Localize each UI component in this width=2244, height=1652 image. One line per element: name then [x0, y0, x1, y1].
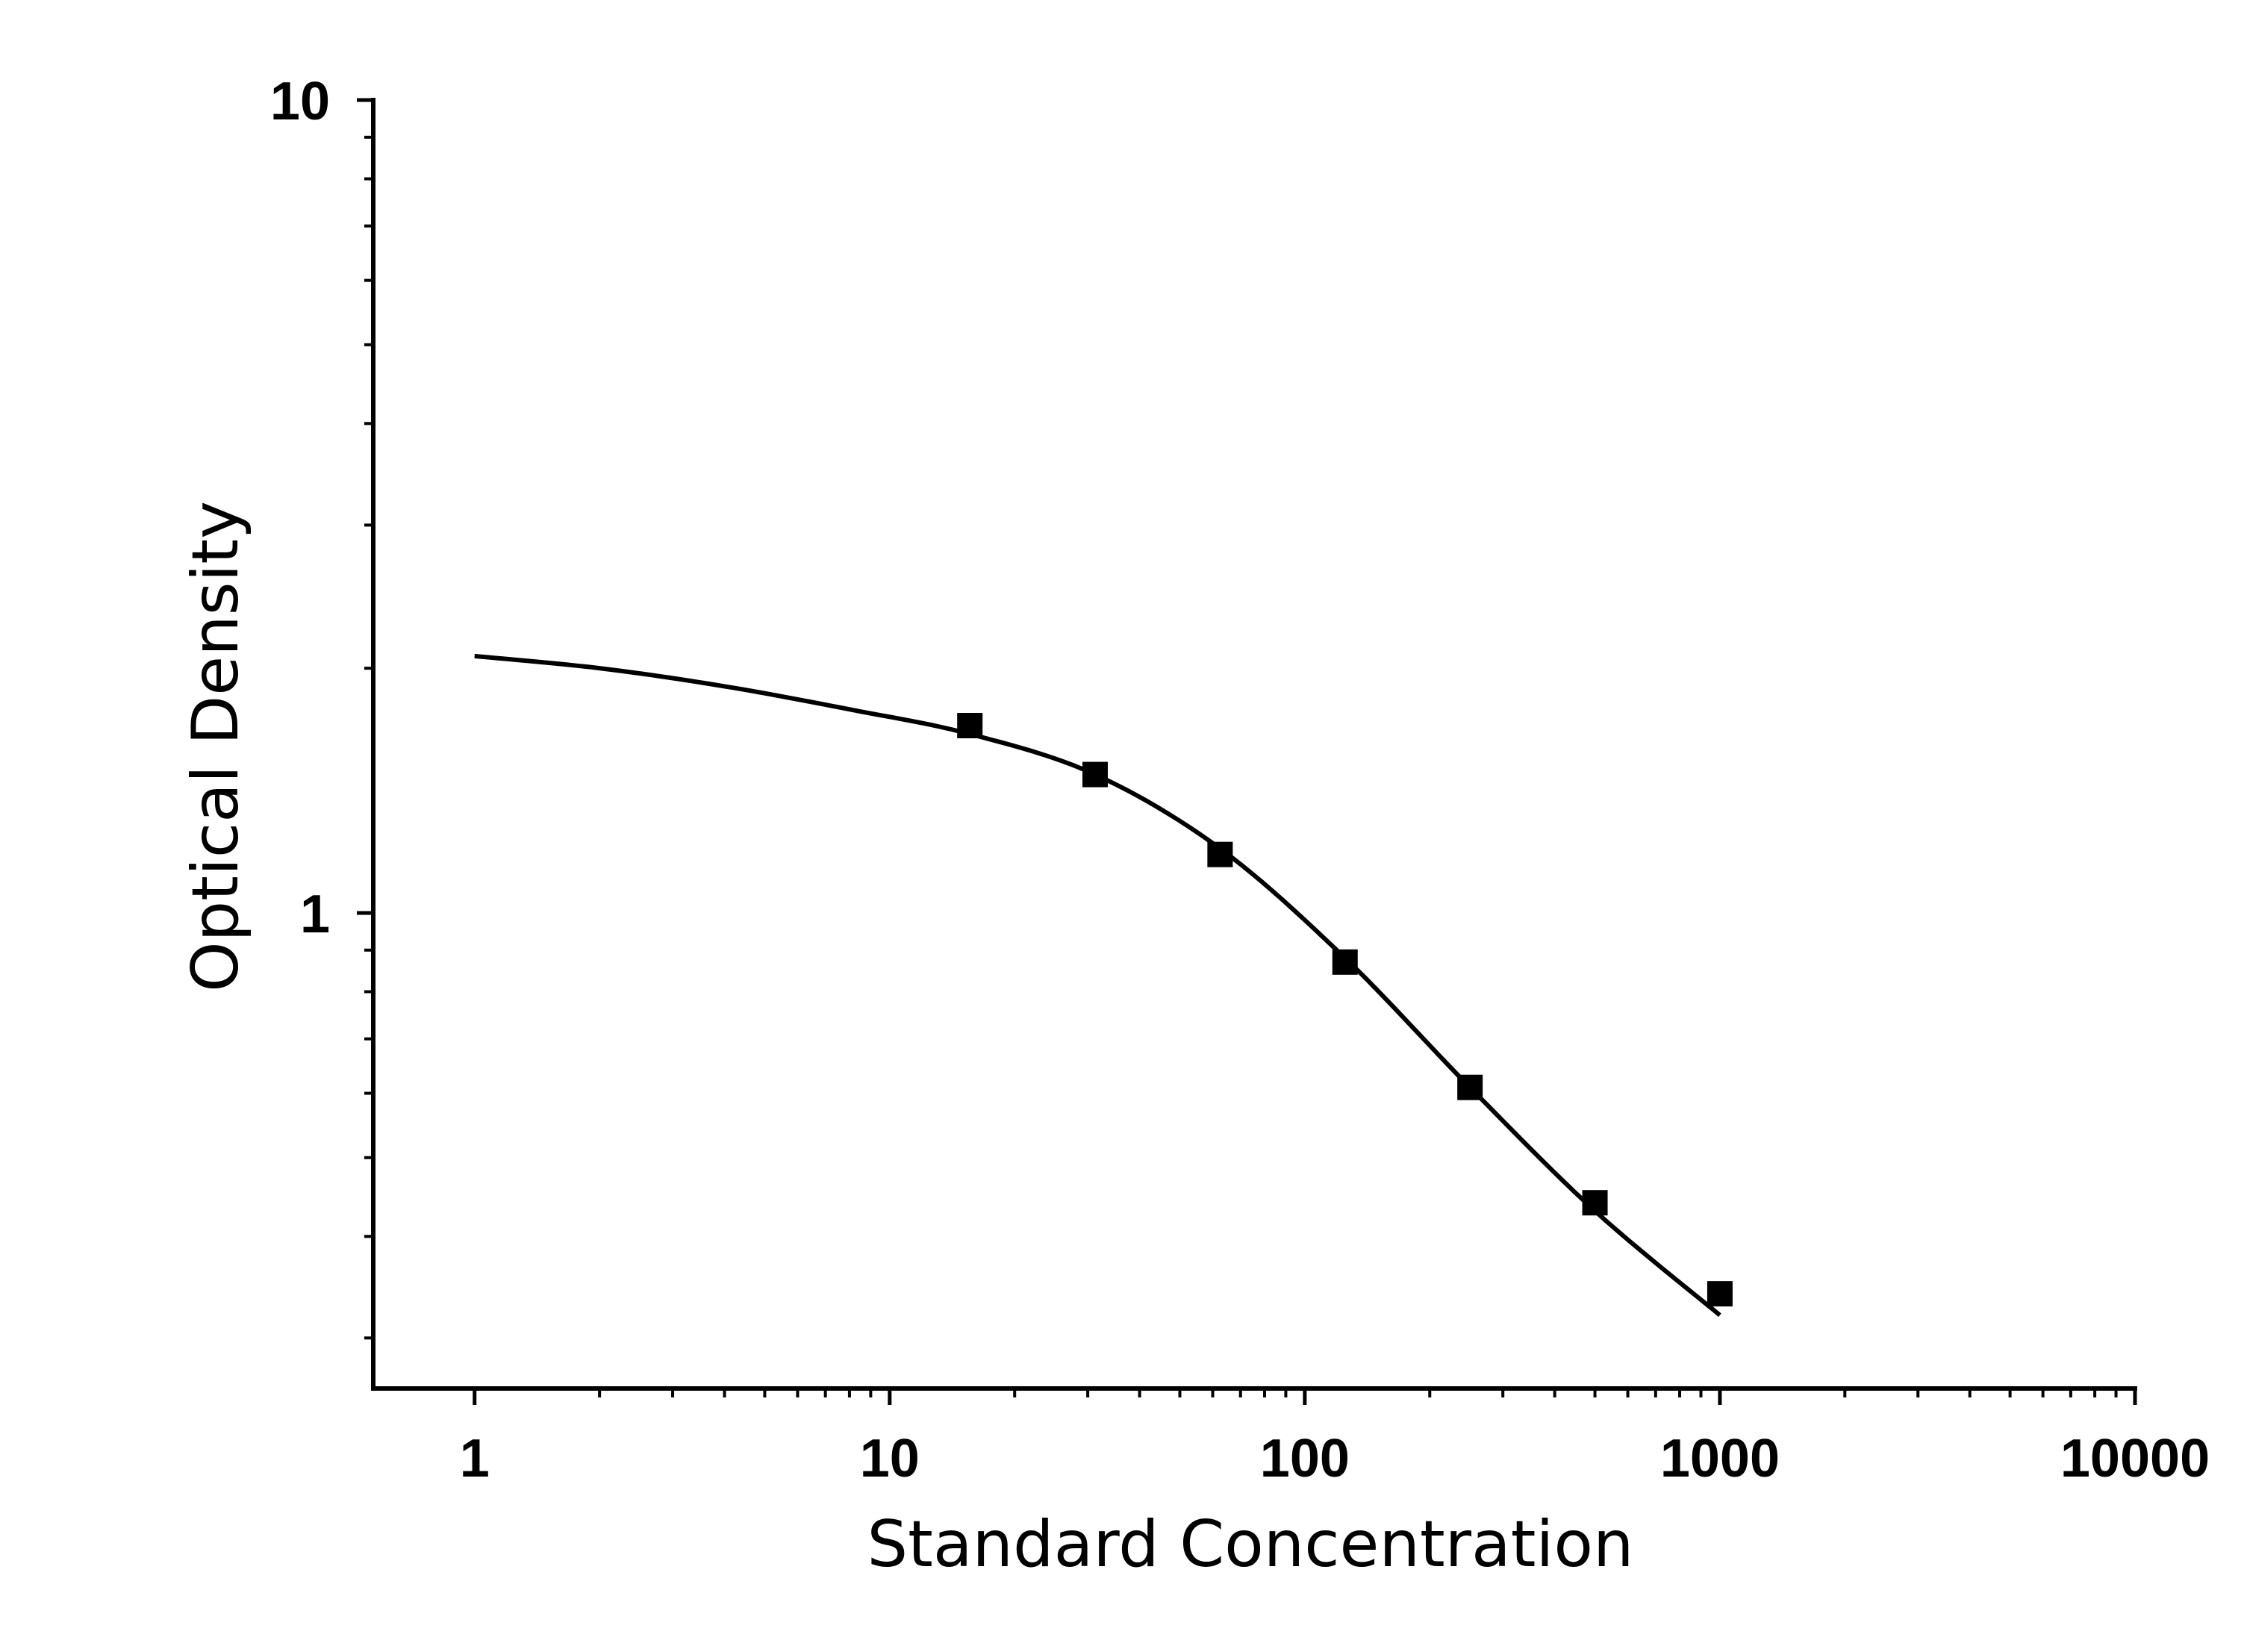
x-tick-label: 10	[860, 1429, 920, 1489]
x-tick-label: 1	[460, 1429, 490, 1489]
fit-curve-layer	[474, 653, 1721, 1318]
data-point	[1082, 761, 1108, 788]
x-tick-label: 100	[1260, 1429, 1350, 1489]
x-axis-title: Standard Concentration	[867, 1507, 1634, 1582]
data-points	[957, 712, 1733, 1307]
y-axis-title: Optical Density	[178, 501, 253, 992]
y-tick-label: 10	[270, 72, 330, 131]
data-point	[1582, 1190, 1608, 1216]
data-point	[1207, 841, 1233, 867]
x-tick-label: 10000	[2060, 1429, 2210, 1489]
axes	[371, 98, 2137, 1391]
x-tick-label: 1000	[1660, 1429, 1780, 1489]
data-point	[1457, 1074, 1483, 1100]
data-point	[1332, 949, 1358, 975]
fit-curve	[474, 653, 1721, 1318]
data-point	[1707, 1281, 1733, 1307]
y-tick-label: 1	[300, 885, 330, 944]
ticks: 1 10 100 1000 10000 1 10	[270, 72, 2210, 1489]
data-point	[957, 712, 983, 738]
